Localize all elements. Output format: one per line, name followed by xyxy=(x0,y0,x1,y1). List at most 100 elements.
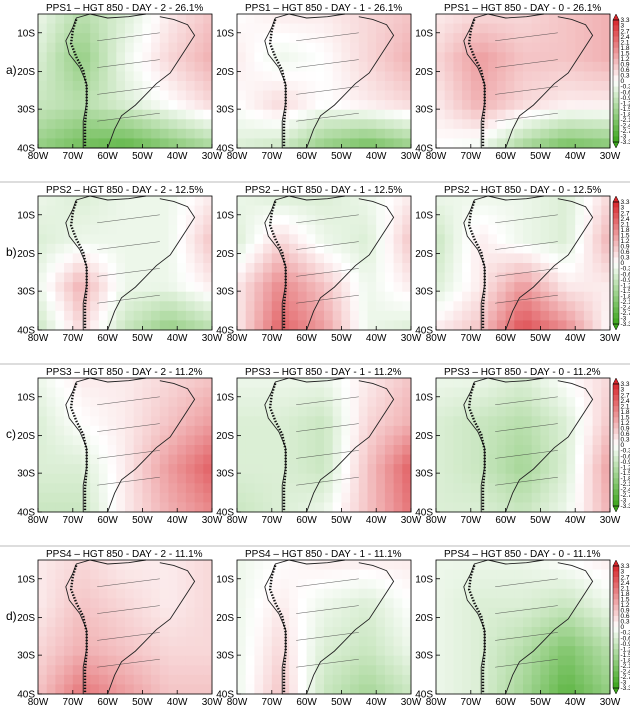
field-cell xyxy=(376,473,386,484)
field-cell xyxy=(531,454,541,465)
country-border xyxy=(495,86,558,95)
field-cell xyxy=(376,492,386,503)
field-cell xyxy=(341,646,351,657)
field-cell xyxy=(376,253,386,264)
field-cell xyxy=(133,215,143,226)
field-cell xyxy=(254,492,264,503)
field-cell xyxy=(549,215,559,226)
field-cell xyxy=(575,243,585,254)
field-cell xyxy=(444,674,454,685)
field-cell xyxy=(496,42,506,53)
field-cell xyxy=(444,109,454,120)
lon-tick-label: 80W xyxy=(426,697,447,708)
field-cell xyxy=(470,61,480,72)
field-cell xyxy=(350,397,360,408)
field-cell xyxy=(324,684,334,695)
field-cell xyxy=(168,445,178,455)
field-cell xyxy=(531,253,541,264)
field-cell xyxy=(107,52,117,63)
field-cell xyxy=(358,425,368,436)
field-cell xyxy=(245,397,255,408)
field-cell xyxy=(159,378,169,388)
field-cell xyxy=(64,291,74,302)
field-cell xyxy=(549,473,559,484)
field-cell xyxy=(444,52,454,63)
country-border xyxy=(97,450,160,459)
field-cell xyxy=(358,492,368,503)
field-cell xyxy=(350,425,360,436)
field-cell xyxy=(575,90,585,101)
field-cell xyxy=(125,416,135,427)
field-cell xyxy=(116,579,126,590)
field-cell xyxy=(324,205,334,216)
field-cell xyxy=(185,90,195,101)
field-cell xyxy=(177,42,187,53)
field-cell xyxy=(64,224,74,235)
field-cell xyxy=(393,90,403,101)
field-cell xyxy=(142,100,152,111)
field-cell xyxy=(237,128,247,139)
field-cell xyxy=(393,406,403,417)
field-cell xyxy=(46,473,56,484)
field-cell xyxy=(168,205,178,216)
field-cell xyxy=(549,406,559,417)
colorbar-segment xyxy=(613,58,619,65)
field-cell xyxy=(592,263,602,273)
field-cell xyxy=(358,646,368,657)
field-cell xyxy=(185,646,195,657)
lat-tick-label: 10S xyxy=(17,392,35,403)
field-cell xyxy=(453,320,463,331)
field-cell xyxy=(280,617,290,628)
field-cell xyxy=(523,253,533,264)
field-cell xyxy=(168,684,178,695)
field-cell xyxy=(350,473,360,484)
field-cell xyxy=(523,598,533,609)
field-cell xyxy=(444,502,454,513)
colorbar-label: 1.5 xyxy=(621,596,630,603)
field-cell xyxy=(81,196,91,206)
field-cell xyxy=(557,378,567,388)
field-cell xyxy=(107,128,117,139)
field-cell xyxy=(245,71,255,82)
field-cell xyxy=(245,301,255,312)
field-cell xyxy=(583,301,593,312)
field-cell xyxy=(297,196,307,206)
field-cell xyxy=(72,253,82,264)
field-cell xyxy=(376,607,386,618)
field-cell xyxy=(271,61,281,72)
field-cell xyxy=(367,397,377,408)
field-cell xyxy=(324,387,334,398)
field-cell xyxy=(203,224,213,235)
field-cell xyxy=(64,272,74,283)
field-cell xyxy=(297,282,307,293)
field-cell xyxy=(384,81,394,91)
field-cell xyxy=(350,406,360,417)
field-cell xyxy=(203,588,213,599)
field-cell xyxy=(592,416,602,427)
field-cell xyxy=(453,224,463,235)
field-cell xyxy=(549,196,559,206)
field-cell xyxy=(601,196,611,206)
field-cell xyxy=(306,473,316,484)
field-cell xyxy=(479,406,489,417)
field-cell xyxy=(81,617,91,628)
field-cell xyxy=(350,205,360,216)
field-cell xyxy=(592,81,602,91)
field-cell xyxy=(263,569,273,580)
field-cell xyxy=(194,646,204,657)
field-cell xyxy=(133,636,143,647)
field-cell xyxy=(263,263,273,273)
colorbar-min-arrow xyxy=(612,687,620,695)
colorbar-segment xyxy=(613,246,619,253)
field-cell xyxy=(159,224,169,235)
field-cell xyxy=(263,684,273,695)
field-cell xyxy=(133,263,143,273)
field-cell xyxy=(142,71,152,82)
field-cell xyxy=(583,14,593,24)
field-cell xyxy=(358,33,368,44)
field-cell xyxy=(376,205,386,216)
field-cell xyxy=(263,42,273,53)
field-cell xyxy=(479,636,489,647)
field-cell xyxy=(245,272,255,283)
field-cell xyxy=(557,253,567,264)
